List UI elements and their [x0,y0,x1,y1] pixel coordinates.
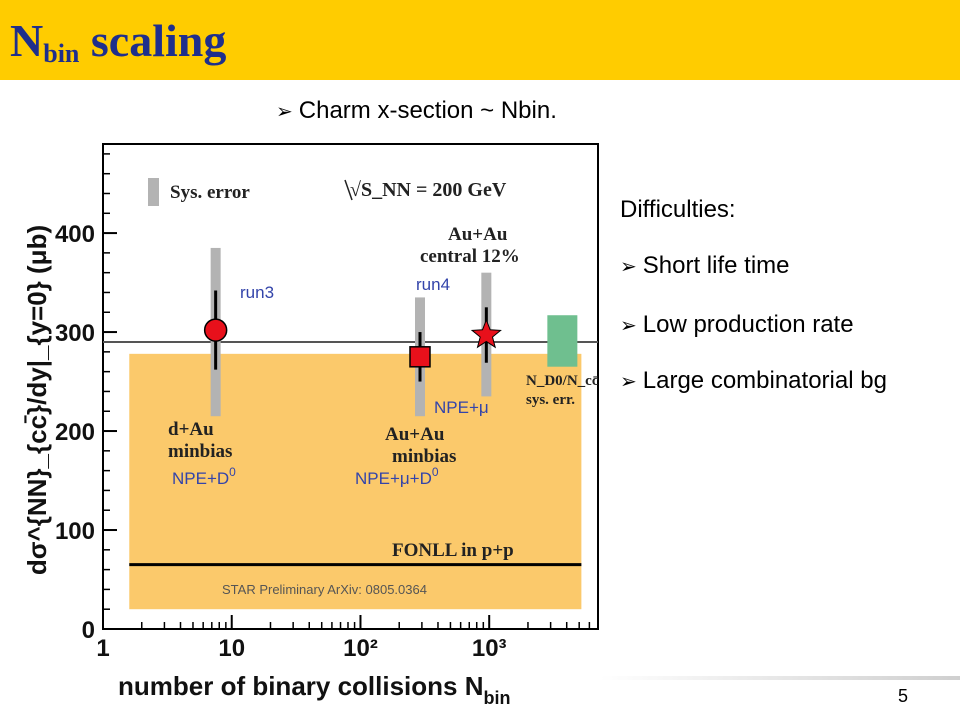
data-point-circle [203,318,228,342]
y-tick-label: 300 [55,320,95,347]
y-tick-label: 0 [82,617,95,644]
sys-legend-swatch [148,178,159,206]
npe-mu-label: NPE+μ [434,398,489,417]
npe-d0-label: NPE+D0 [172,465,236,488]
star-band [129,353,582,610]
arrow-bullet-icon: ➢ [276,101,293,123]
x-tick-label: 1 [96,635,109,662]
dau-label: d+Au [168,419,214,440]
bullet-charm: ➢ Charm x-section ~ Nbin. [276,97,557,124]
dau-minbias: minbias [168,441,232,462]
fonll-label: FONLL in p+p [392,540,514,561]
arrow-bullet-icon: ➢ [620,371,637,393]
slide-title: Nbin scaling [10,15,227,68]
x-axis-label: number of binary collisions Nbin [118,671,511,708]
page-number: 5 [898,686,909,706]
arrow-bullet-icon: ➢ [620,256,637,278]
arrow-bullet-icon: ➢ [620,315,637,337]
auau-minbias: minbias [392,446,456,467]
sqrt-sign [344,179,353,201]
difficulties-title: Difficulties: [620,196,736,223]
auau-central-label: Au+Au [448,224,508,245]
energy-label: √S_NN = 200 GeV [350,179,507,201]
title-bar [0,0,960,80]
x-tick-label: 10 [218,635,245,662]
y-axis-label: dσ^{NN}_{cc̄}/dy|_{y=0} (μb) [22,225,52,575]
nd0-label: N_D0/N_cc̄ [526,373,599,389]
sys-legend-label: Sys. error [170,182,250,203]
data-points [203,247,502,417]
axis-ticks: 1 10 10² 10³ 0 100 200 300 400 [55,153,599,662]
nd0-sys-label: sys. err. [526,392,575,408]
auau-central-pct: central 12% [420,246,520,267]
difficulty-item: ➢ Large combinatorial bg [620,367,887,394]
run3-label: run3 [240,283,274,302]
auau-label: Au+Au [385,424,445,445]
plot-frame [102,143,599,630]
nd0-sys-box [547,315,578,367]
y-tick-label: 400 [55,221,95,248]
footer-line [600,676,960,680]
y-tick-label: 200 [55,419,95,446]
y-tick-label: 100 [55,518,95,545]
npe-mu-d0-label: NPE+μ+D0 [355,465,439,488]
run4-label: run4 [416,275,450,294]
difficulty-item: ➢ Low production rate [620,311,854,338]
data-point-square [409,346,431,368]
preliminary-label: STAR Preliminary ArXiv: 0805.0364 [222,582,427,597]
difficulty-item: ➢ Short life time [620,252,790,279]
data-point-star [470,318,502,349]
x-tick-label: 10³ [472,635,507,662]
x-tick-label: 10² [343,635,378,662]
